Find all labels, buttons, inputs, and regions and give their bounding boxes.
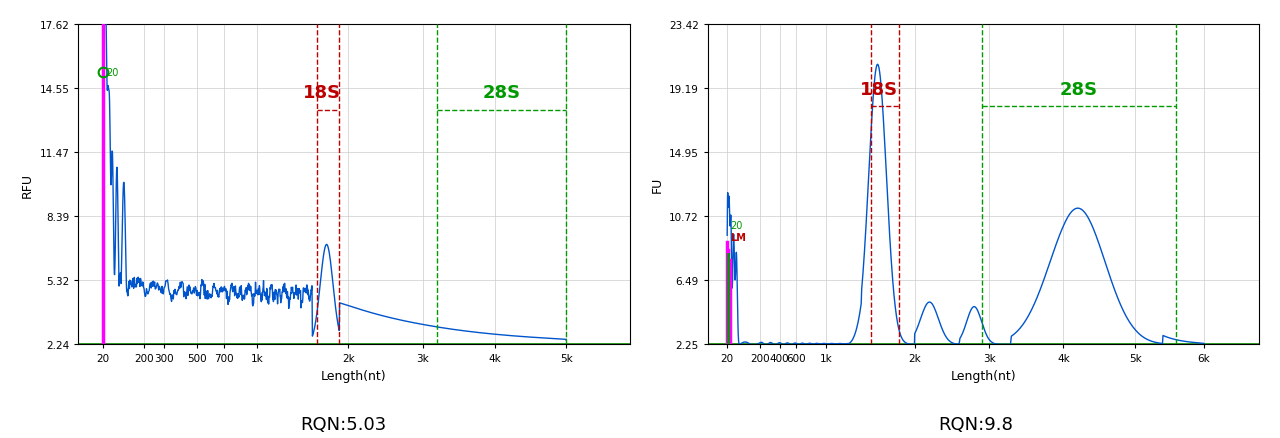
X-axis label: Length(nt): Length(nt) xyxy=(951,369,1016,382)
Text: RQN:5.03: RQN:5.03 xyxy=(300,415,387,433)
X-axis label: Length(nt): Length(nt) xyxy=(321,369,387,382)
Text: 28S: 28S xyxy=(1060,81,1098,99)
Text: 18S: 18S xyxy=(860,81,899,99)
Y-axis label: RFU: RFU xyxy=(20,172,33,197)
Text: LM: LM xyxy=(730,233,746,243)
Text: 28S: 28S xyxy=(483,84,521,102)
Y-axis label: FU: FU xyxy=(650,177,663,193)
Text: 20: 20 xyxy=(730,221,742,230)
Text: 20: 20 xyxy=(106,68,118,78)
Text: 18S: 18S xyxy=(303,84,342,102)
Text: RQN:9.8: RQN:9.8 xyxy=(938,415,1012,433)
